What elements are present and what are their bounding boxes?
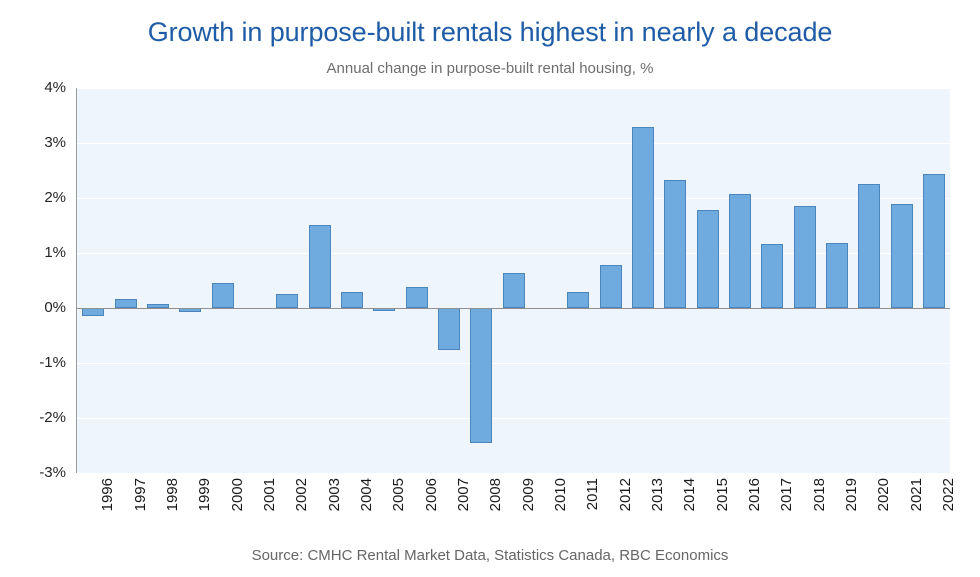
bar[interactable] [891,203,913,308]
bar[interactable] [923,173,945,308]
gridline [77,198,950,199]
x-axis-tick-label: 2015 [713,478,731,512]
bar[interactable] [406,287,428,308]
bar[interactable] [826,243,848,308]
bar[interactable] [600,265,622,308]
y-axis-tick-label: 1% [44,244,66,261]
bar[interactable] [567,291,589,308]
bar[interactable] [761,243,783,308]
x-axis-tick-label: 1996 [99,478,117,512]
bar[interactable] [438,308,460,351]
bar[interactable] [309,224,331,308]
x-axis-tick-label: 2013 [648,478,666,512]
gridline [77,88,950,89]
x-axis-tick-label: 2007 [454,478,472,512]
x-axis-tick-label: 2002 [293,478,311,512]
x-axis-tick-label: 2003 [325,478,343,512]
x-axis-tick-label: 1997 [131,478,149,512]
x-axis-tick-label: 1999 [196,478,214,512]
x-axis-tick-label: 2020 [875,478,893,512]
bar[interactable] [664,179,686,308]
gridline [77,253,950,254]
x-axis-tick-label: 2022 [939,478,957,512]
y-axis-tick-label: 2% [44,189,66,206]
y-axis-tick-label: -3% [39,464,66,481]
chart-subtitle: Annual change in purpose-built rental ho… [326,60,654,77]
y-axis-line [76,88,77,473]
plot-area [77,88,950,474]
x-axis-tick-label: 2004 [357,478,375,512]
y-axis-tick-label: -2% [39,409,66,426]
x-axis-tick-label: 2005 [390,478,408,512]
zero-baseline [77,308,950,309]
bar[interactable] [794,206,816,308]
x-axis-tick-label: 2021 [907,478,925,512]
bar[interactable] [341,291,363,308]
x-axis-tick-label: 2008 [487,478,505,512]
x-axis-tick-label: 2010 [551,478,569,512]
x-axis-tick-label: 2012 [616,478,634,512]
y-axis-tick-label: 4% [44,79,66,96]
gridline [77,473,950,474]
bar[interactable] [858,184,880,308]
bar[interactable] [212,283,234,308]
x-axis-tick-label: 2016 [745,478,763,512]
x-axis-tick-label: 2006 [422,478,440,512]
x-axis-tick-label: 1998 [163,478,181,512]
x-axis-tick-label: 2018 [810,478,828,512]
y-axis-tick-label: 0% [44,299,66,316]
x-axis-tick-label: 2014 [681,478,699,512]
y-axis-tick-label: 3% [44,134,66,151]
bar[interactable] [697,210,719,308]
x-axis-tick-label: 2011 [584,478,602,511]
bar[interactable] [503,273,525,308]
source-note: Source: CMHC Rental Market Data, Statist… [251,547,729,564]
page-title: Growth in purpose-built rentals highest … [147,17,833,47]
x-axis-tick-label: 2001 [260,478,278,512]
bar[interactable] [729,194,751,308]
gridline [77,363,950,364]
x-axis-tick-label: 2000 [228,478,246,512]
bar[interactable] [276,294,298,308]
x-axis-tick-label: 2009 [519,478,537,512]
bar[interactable] [470,308,492,443]
x-axis-tick-label: 2019 [842,478,860,512]
bar[interactable] [147,304,169,308]
x-axis-tick-label: 2017 [778,478,796,512]
gridline [77,418,950,419]
bar[interactable] [82,308,104,317]
bar[interactable] [115,298,137,308]
gridline [77,143,950,144]
y-axis-tick-label: -1% [39,354,66,371]
bar[interactable] [632,126,654,308]
